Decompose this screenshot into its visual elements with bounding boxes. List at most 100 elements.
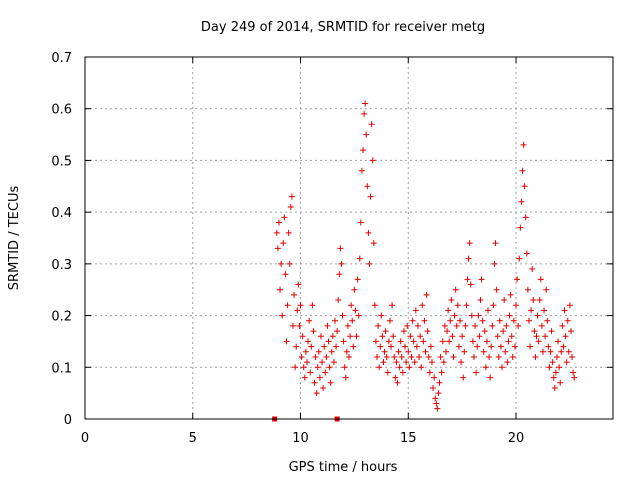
data-point: [545, 343, 552, 350]
data-point: [432, 395, 439, 402]
data-point: [434, 405, 441, 412]
data-point: [542, 333, 549, 340]
data-point: [389, 302, 396, 309]
data-point: [456, 317, 463, 324]
data-point: [560, 343, 567, 350]
data-point: [292, 364, 299, 371]
data-point: [462, 322, 469, 329]
data-point: [298, 353, 305, 360]
data-point: [411, 359, 418, 366]
data-point: [490, 302, 497, 309]
data-point: [366, 260, 373, 267]
data-point: [483, 338, 490, 345]
data-point: [391, 353, 398, 360]
data-point: [444, 328, 451, 335]
data-point: [496, 317, 503, 324]
data-point: [346, 353, 352, 360]
data-point: [502, 348, 509, 355]
data-point: [394, 379, 401, 386]
data-point: [351, 286, 358, 293]
data-point: [361, 110, 368, 117]
data-point: [356, 255, 363, 262]
data-point: [446, 338, 453, 345]
data-point: [453, 322, 460, 329]
data-point: [476, 333, 483, 340]
data-point: [439, 338, 446, 345]
data-point: [398, 353, 405, 360]
data-point: [285, 229, 292, 236]
data-point: [569, 353, 576, 360]
data-point: [330, 359, 337, 366]
data-point: [390, 333, 397, 340]
data-point: [311, 379, 318, 386]
data-point: [552, 369, 559, 376]
data-point: [352, 307, 359, 314]
data-point: [399, 369, 406, 376]
data-point: [383, 353, 390, 360]
data-point: [392, 374, 399, 381]
data-point: [303, 359, 310, 366]
data-point: [463, 302, 470, 309]
data-point: [349, 317, 356, 324]
data-point: [547, 348, 554, 355]
data-point: [507, 291, 514, 298]
data-point: [348, 302, 355, 309]
data-point: [528, 307, 535, 314]
data-point: [316, 374, 323, 381]
y-axis-title: SRMTID / TECUs: [7, 186, 22, 291]
data-point: [354, 276, 361, 283]
data-point: [549, 359, 556, 366]
data-point: [305, 338, 312, 345]
data-point: [287, 203, 294, 210]
data-point: [473, 369, 480, 376]
data-point: [505, 338, 512, 345]
data-point: [461, 348, 468, 355]
data-point: [430, 384, 437, 391]
data-point: [521, 183, 528, 190]
data-point: [530, 297, 537, 304]
data-point: [299, 333, 306, 340]
data-point: [369, 157, 376, 164]
data-point: [328, 348, 335, 355]
data-point: [472, 322, 479, 329]
data-point: [277, 286, 284, 293]
data-point: [320, 384, 327, 391]
data-point: [421, 317, 428, 324]
data-point: [531, 328, 538, 335]
data-point: [353, 333, 360, 340]
data-points: [272, 100, 578, 422]
data-point: [405, 348, 412, 355]
data-point: [284, 302, 291, 309]
data-point: [275, 219, 282, 226]
data-point: [532, 353, 539, 360]
data-point: [451, 312, 458, 319]
data-point: [397, 338, 404, 345]
data-point: [440, 359, 447, 366]
data-point: [295, 281, 302, 288]
axis-ticks: [84, 56, 613, 420]
data-point: [400, 328, 407, 335]
data-point: [371, 302, 378, 309]
data-point: [508, 333, 515, 340]
data-point: [551, 384, 558, 391]
data-point: [334, 328, 341, 335]
data-point: [339, 312, 346, 319]
data-point: [464, 276, 471, 283]
data-point: [425, 353, 432, 360]
data-point: [493, 286, 500, 293]
data-point: [525, 317, 532, 324]
data-point: [422, 348, 429, 355]
data-point: [445, 307, 452, 314]
data-point: [406, 364, 413, 371]
data-point: [460, 374, 467, 381]
data-point: [437, 353, 444, 360]
data-point: [321, 343, 328, 350]
data-point: [520, 141, 527, 148]
data-point: [377, 343, 384, 350]
data-point: [516, 255, 523, 262]
data-point: [367, 193, 374, 200]
data-point: [308, 343, 315, 350]
data-point: [388, 343, 395, 350]
data-point: [381, 348, 388, 355]
data-point: [557, 379, 564, 386]
